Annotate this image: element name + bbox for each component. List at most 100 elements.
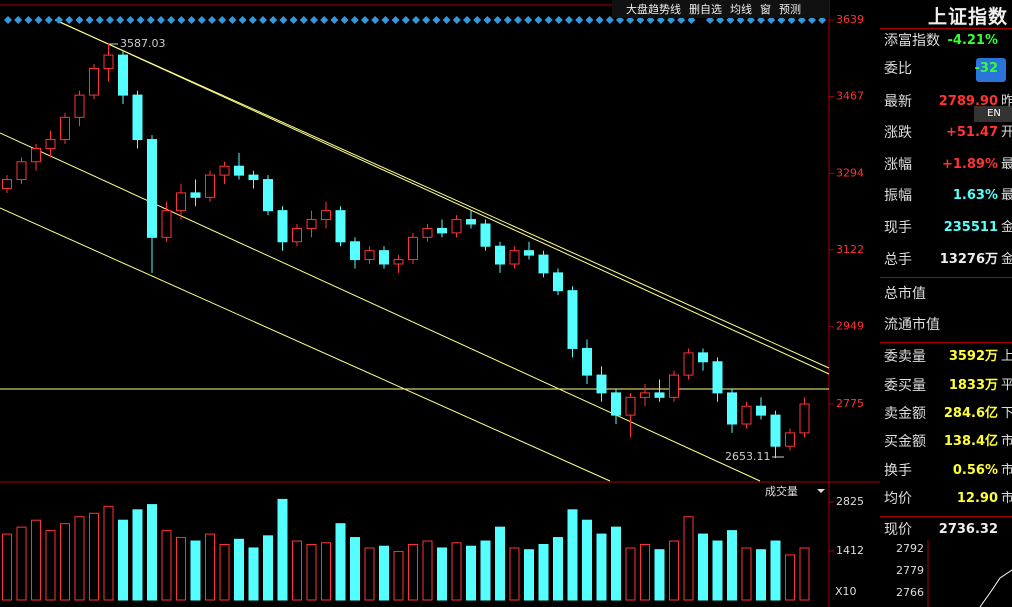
quote-label: 换手: [884, 463, 912, 479]
quote-label: 委比: [884, 61, 912, 77]
dropdown-icon[interactable]: [817, 489, 825, 493]
volume-bar: [480, 540, 491, 601]
candle-body: [306, 219, 317, 229]
candle-body: [582, 347, 592, 376]
signal-diamond: [228, 16, 237, 24]
volume-bar: [306, 543, 317, 601]
signal-diamond: [289, 16, 298, 24]
volume-bar: [205, 533, 215, 601]
candle-body: [466, 219, 476, 225]
divider: [880, 277, 1012, 278]
candle-body: [321, 210, 331, 221]
quote-value: 284.6亿: [943, 406, 998, 421]
quote-value: 13276万: [939, 252, 998, 267]
quote-row: 委买量 1833万平: [884, 373, 1012, 399]
quote-value: 1833万: [948, 378, 998, 393]
quote-label: 均价: [884, 491, 912, 507]
candle-body: [350, 241, 360, 261]
quote-label: 总市值: [884, 286, 926, 302]
quote-value: 12.90: [956, 491, 998, 506]
volume-bar: [756, 549, 766, 601]
volume-bar: [335, 523, 346, 601]
volume-bar: [582, 519, 592, 601]
quote-value: +51.47: [945, 125, 998, 140]
quote-value: 0.56%: [952, 463, 998, 478]
signal-diamond: [126, 16, 135, 24]
app-icon[interactable]: [976, 58, 1006, 82]
candle-body: [45, 139, 56, 149]
volume-bar: [118, 519, 128, 601]
volume-bar: [234, 538, 244, 601]
quote-tail: 金: [1000, 252, 1012, 267]
signal-diamond: [493, 16, 502, 24]
signal-diamond: [473, 16, 482, 24]
volume-bar: [60, 523, 70, 601]
volume-bar: [466, 545, 476, 601]
volume-bar: [45, 530, 56, 601]
candle-body: [103, 54, 114, 69]
signal-diamond: [4, 16, 12, 24]
signal-diamond: [412, 16, 420, 24]
volume-bar: [422, 540, 433, 601]
volume-bar: [161, 530, 172, 601]
candle-body: [596, 374, 607, 394]
toolbar-button[interactable]: 均线: [730, 2, 752, 16]
candle-body: [625, 396, 636, 416]
signal-diamond: [106, 16, 114, 24]
volume-bar: [147, 504, 157, 601]
volume-bar: [799, 547, 810, 601]
toolbar-button[interactable]: 预测: [779, 3, 801, 16]
mini-tick-label: 2792: [896, 542, 924, 555]
quote-label: 现手: [884, 220, 912, 236]
volume-bar: [698, 533, 708, 601]
signal-diamond: [55, 16, 63, 24]
toolbar-button[interactable]: 删自选: [689, 3, 722, 16]
signal-diamond: [422, 16, 431, 24]
signal-diamond: [503, 16, 512, 24]
ime-widget[interactable]: EN: [974, 106, 1012, 122]
volume-bar: [277, 498, 288, 601]
quote-value: 3592万: [948, 349, 998, 364]
signal-diamond: [65, 16, 74, 24]
signal-diamond: [605, 16, 614, 24]
quote-value: 2789.90: [938, 94, 998, 109]
quote-tail: 下: [1000, 406, 1012, 421]
mini-tick-label: 2779: [896, 564, 924, 577]
candle-body: [205, 174, 215, 198]
quote-tail: 昨: [1000, 94, 1012, 109]
candle-body: [451, 219, 462, 234]
quote-row: 流通市值: [884, 312, 1012, 338]
volume-bar: [770, 540, 781, 601]
quote-tail: 平: [1000, 378, 1012, 393]
signal-diamond: [350, 16, 359, 24]
volume-bar: [524, 549, 534, 601]
quote-tail: 上: [1000, 349, 1012, 364]
signal-diamond: [432, 16, 441, 24]
candle-body: [292, 227, 302, 243]
signal-diamond: [146, 16, 155, 24]
quote-label: 卖金额: [884, 406, 926, 422]
quote-row: 总手 13276万金: [884, 247, 1012, 273]
quote-label: 委买量: [884, 378, 926, 394]
candle-body: [799, 403, 810, 434]
mini-chart: 2792 2779 2766: [896, 540, 1012, 607]
signal-diamond: [534, 16, 543, 24]
signal-diamond: [452, 16, 461, 24]
volume-bar: [596, 533, 607, 601]
volume-bar: [509, 547, 520, 601]
signal-diamond: [310, 16, 318, 24]
signal-diamond: [391, 16, 400, 24]
candle-body: [16, 161, 27, 181]
volume-bar: [727, 530, 737, 601]
toolbar-button[interactable]: 大盘趋势线: [626, 2, 681, 16]
candle-body: [611, 392, 621, 416]
quote-tail: 最: [1000, 188, 1012, 203]
quote-value: 2736.32: [938, 522, 998, 537]
y-tick-label: 3639: [836, 13, 864, 26]
toolbar-button[interactable]: 窗: [760, 2, 771, 16]
signal-diamond: [218, 16, 227, 24]
candle-body: [683, 352, 694, 376]
candle-body: [727, 392, 737, 425]
volume-bar: [567, 509, 578, 601]
